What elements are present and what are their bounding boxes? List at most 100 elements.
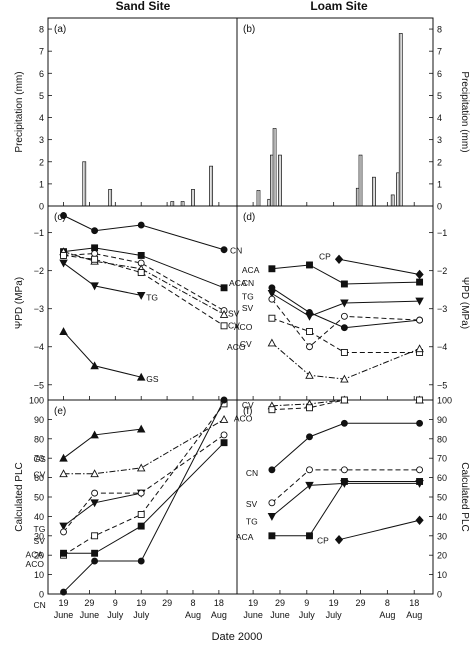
marker-d-ACO	[340, 349, 348, 356]
panel-label-c: (c)	[54, 212, 66, 223]
series-label-d-SV: SV	[242, 303, 254, 313]
series-label-d-CP: CP	[319, 251, 331, 261]
marker-d-CV	[305, 370, 314, 379]
x-tick-label-day: 8	[190, 598, 195, 608]
y-tick-label-e: 80	[34, 434, 44, 444]
marker-c-CN	[220, 246, 228, 254]
y-tick-label-a: 2	[39, 157, 44, 167]
series-label-c-GS: GS	[146, 374, 159, 384]
series-line-d-CV	[271, 342, 420, 380]
marker-e-ACO	[91, 532, 99, 540]
marker-e-SV	[220, 431, 228, 439]
x-tick-label-month: June	[270, 610, 290, 620]
marker-f-SV	[306, 466, 313, 474]
panel-label-f: (f)	[243, 406, 252, 417]
marker-e-SV	[137, 489, 145, 497]
y-tick-label-a: 3	[39, 135, 44, 145]
y-tick-label-b: 1	[437, 179, 442, 189]
y-tick-label-f: 80	[437, 434, 447, 444]
x-tick-label-day: 18	[214, 598, 224, 608]
x-tick-label-month: Aug	[185, 610, 201, 620]
x-tick-label-day: 29	[275, 598, 285, 608]
marker-f-ACA	[306, 532, 313, 540]
series-line-c-ACO	[63, 254, 225, 327]
x-tick-label-day: 9	[113, 598, 118, 608]
marker-c-ACA	[220, 284, 228, 292]
series-label-d-ACO: ACO	[234, 322, 253, 332]
y-tick-label-c: −5	[34, 380, 44, 390]
y-tick-label-a: 4	[39, 113, 44, 123]
marker-f-SV	[416, 466, 424, 474]
x-tick-label-month: Aug	[406, 610, 422, 620]
series-label-c-TG: TG	[146, 292, 158, 302]
y-tick-label-a: 6	[39, 69, 44, 79]
marker-d-TG	[305, 312, 314, 321]
x-tick-label-day: 19	[248, 598, 258, 608]
marker-e-CN	[137, 557, 145, 565]
y-tick-label-c: −1	[34, 228, 44, 238]
panel-frame-b	[236, 17, 434, 207]
y-tick-label-e: 30	[34, 531, 44, 541]
series-line-f-ACA	[271, 480, 420, 537]
series-label-c-ACA: ACA	[229, 278, 247, 288]
panel-label-e: (e)	[54, 406, 66, 417]
marker-e-ACA	[60, 549, 67, 557]
y-tick-label-f: 20	[437, 551, 447, 561]
marker-e-GS	[136, 424, 146, 433]
series-label-d-CN: CN	[242, 278, 254, 288]
marker-f-CN	[306, 433, 313, 441]
marker-c-ACO	[60, 252, 67, 259]
marker-f-ACO	[306, 404, 313, 412]
column-title-sand: Sand Site	[116, 0, 171, 13]
marker-c-SV	[91, 250, 99, 257]
marker-d-CP	[415, 269, 424, 280]
series-line-f-CV	[271, 399, 420, 407]
y-tick-label-e: 60	[34, 473, 44, 483]
marker-d-ACA	[416, 278, 424, 286]
series-line-e-TG	[63, 492, 142, 527]
x-tick-label-day: 8	[385, 598, 390, 608]
marker-f-TG	[267, 512, 277, 521]
marker-f-CN	[340, 419, 348, 427]
series-line-d-SV	[271, 298, 420, 348]
marker-f-ACO	[268, 406, 276, 414]
y-tick-label-e: 70	[34, 454, 44, 464]
y-tick-label-d: −3	[437, 304, 447, 314]
y-tick-label-b: 2	[437, 157, 442, 167]
series-line-e-ACA	[63, 442, 225, 554]
series-line-c-CV	[63, 251, 225, 315]
x-tick-label-month: Aug	[379, 610, 395, 620]
marker-e-CV	[90, 469, 99, 478]
series-line-e-CN	[63, 399, 225, 593]
series-line-e-CV	[63, 418, 225, 475]
x-tick-label-month: June	[80, 610, 100, 620]
marker-f-ACO	[416, 396, 424, 404]
x-tick-label-day: 18	[409, 598, 419, 608]
series-line-d-ACA	[271, 264, 420, 285]
marker-d-SV	[268, 295, 276, 303]
y-tick-label-e: 50	[34, 493, 44, 503]
series-label-f-ACO: ACO	[234, 414, 253, 424]
series-line-f-CN	[271, 422, 420, 471]
series-label-f-TG: TG	[246, 516, 258, 526]
marker-d-CN	[340, 324, 348, 332]
marker-d-CP	[334, 254, 344, 264]
y-tick-label-f: 0	[437, 590, 442, 600]
y-tick-label-d: −5	[437, 380, 447, 390]
y-tick-label-b: 8	[437, 25, 442, 35]
x-tick-label-day: 19	[329, 598, 339, 608]
marker-c-ACO	[91, 255, 99, 263]
marker-e-CV	[136, 463, 146, 472]
series-line-f-CP	[338, 519, 420, 541]
marker-f-SV	[340, 466, 348, 474]
marker-c-ACO	[220, 322, 228, 330]
y-tick-label-f: 100	[437, 396, 452, 406]
y-tick-label-b: 7	[437, 47, 442, 57]
marker-c-ACA	[137, 252, 145, 259]
y-tick-label-b: 6	[437, 69, 442, 79]
y-tick-label-f: 30	[437, 531, 447, 541]
y-tick-label-b: 4	[437, 113, 442, 123]
y-axis-label-f: Calculated PLC	[459, 462, 470, 531]
series-line-c-CN	[63, 215, 225, 251]
